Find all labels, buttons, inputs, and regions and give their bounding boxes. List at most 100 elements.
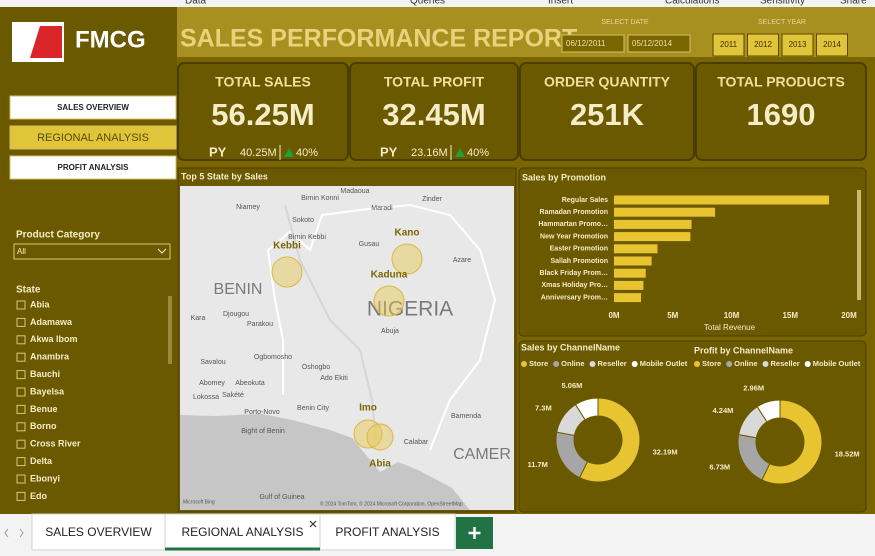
year-value: 2012 (754, 40, 772, 49)
bar[interactable] (614, 293, 642, 303)
py-value: 40.25M (240, 147, 277, 159)
state-bubble[interactable] (271, 256, 303, 288)
year-button[interactable] (747, 33, 779, 57)
date-input[interactable] (627, 34, 691, 53)
legend-label: Reseller (771, 359, 800, 368)
year-button[interactable] (816, 33, 848, 57)
year-button[interactable] (781, 33, 814, 57)
legend-label: Mobile Outlet (640, 359, 688, 368)
map-place: Parakou (247, 321, 273, 328)
year-label: SELECT YEAR (758, 19, 806, 26)
checkbox[interactable] (16, 370, 26, 380)
state-option: Abia (30, 299, 50, 309)
date-input[interactable] (561, 34, 625, 53)
data-label: 11.7M (527, 460, 547, 469)
logo-mark (30, 26, 62, 58)
map-river (284, 204, 377, 441)
map-place: Gulf of Guinea (259, 494, 304, 501)
donut-slice[interactable] (756, 399, 781, 423)
map-place: Sokoto (292, 217, 314, 224)
checkbox[interactable] (16, 457, 26, 467)
map-logo: Microsoft Bing (183, 499, 215, 505)
kpi-label: ORDER QUANTITY (544, 74, 671, 90)
bar[interactable] (614, 268, 646, 278)
category-label: Sallah Promotion (550, 258, 608, 265)
data-label: 32.19M (653, 448, 678, 457)
data-label: 7.3M (535, 403, 552, 412)
state-bubble[interactable] (373, 285, 405, 317)
checkbox[interactable] (16, 387, 26, 397)
state-bubble[interactable] (353, 419, 383, 449)
checkbox[interactable] (16, 335, 26, 345)
dropdown[interactable] (13, 243, 171, 260)
year-button[interactable] (712, 33, 745, 57)
state-bubble[interactable] (391, 243, 423, 275)
date-value: 06/12/2011 (566, 39, 606, 48)
state-option: Edo (30, 491, 48, 501)
report-title: SALES PERFORMANCE REPORT (180, 25, 577, 53)
checkbox[interactable] (16, 474, 26, 484)
date-value: 05/12/2014 (632, 39, 673, 48)
nav-button[interactable] (9, 155, 177, 180)
map-place: Sakété (222, 392, 244, 399)
checkbox[interactable] (16, 352, 26, 362)
dropdown-value: All (17, 247, 26, 256)
bubble-label: Kebbi (273, 241, 301, 252)
bar[interactable] (614, 244, 658, 254)
donut-slice[interactable] (578, 397, 641, 483)
date-label: SELECT DATE (601, 19, 649, 26)
category-label: Hammartan Promo… (538, 221, 608, 228)
checkbox[interactable] (16, 317, 26, 327)
map-ocean (180, 414, 470, 510)
x-axis-label: Total Revenue (704, 323, 756, 332)
map-border (266, 203, 497, 451)
trend-up (455, 148, 465, 157)
tab-nav[interactable] (4, 528, 24, 538)
tab-label: PROFIT ANALYSIS (335, 525, 439, 539)
tab-label: SALES OVERVIEW (45, 525, 152, 539)
filter-label: State (16, 285, 41, 296)
bar[interactable] (614, 256, 652, 266)
checkbox[interactable] (16, 422, 26, 432)
map-place: Azare (453, 257, 471, 264)
nav-button[interactable] (9, 95, 177, 120)
map-place: Bamenda (451, 413, 481, 420)
bar[interactable] (614, 207, 716, 217)
bar[interactable] (614, 219, 692, 229)
ribbon-item: Queries (410, 0, 445, 7)
bar[interactable] (614, 195, 830, 205)
legend-swatch (521, 361, 527, 367)
legend-label: Store (529, 359, 548, 368)
state-bubble[interactable] (366, 423, 394, 451)
year-value: 2013 (789, 40, 807, 49)
kpi-value: 32.45M (382, 97, 485, 132)
page-tab[interactable] (164, 513, 321, 551)
nav-button[interactable] (9, 125, 177, 150)
map-place: Birnin Konni (301, 195, 339, 202)
checkbox[interactable] (16, 491, 26, 501)
bar[interactable] (614, 280, 644, 290)
checkbox[interactable] (16, 404, 26, 414)
legend-swatch (694, 361, 700, 367)
chart-title: Profit by ChannelName (694, 345, 793, 355)
x-tick-label: 0M (608, 311, 619, 320)
donut-slice[interactable] (574, 397, 599, 421)
nav-label: SALES OVERVIEW (57, 103, 129, 112)
donut-slice[interactable] (761, 399, 823, 485)
category-label: Anniversary Prom… (541, 294, 608, 301)
kpi-label: TOTAL PRODUCTS (717, 74, 845, 90)
map-place: Oshogbo (302, 364, 331, 371)
page-tab[interactable] (31, 513, 166, 551)
scrollbar (857, 190, 861, 300)
x-tick-label: 5M (667, 311, 678, 320)
chart-title: Sales by Promotion (522, 172, 606, 182)
map-place: Maradi (371, 205, 393, 212)
legend-label: Online (734, 359, 757, 368)
tab-close[interactable] (309, 520, 317, 528)
checkbox[interactable] (16, 439, 26, 449)
bar[interactable] (614, 232, 691, 242)
checkbox[interactable] (16, 300, 26, 310)
x-tick-label: 20M (841, 311, 857, 320)
page-tab[interactable] (319, 513, 456, 551)
ribbon-item: Calculations (665, 0, 719, 7)
